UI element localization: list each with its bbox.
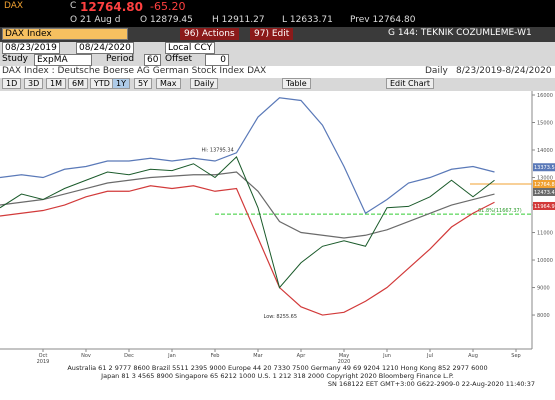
offset-label: Offset xyxy=(165,54,193,64)
study-row: Study ExpMA Period 60 Offset 0 xyxy=(0,54,555,66)
x-tick-label: Apr xyxy=(297,353,307,359)
high: H 12911.27 xyxy=(212,15,265,25)
y-tick-label: 10000 xyxy=(537,258,553,264)
footer-line: Australia 61 2 9777 8600 Brazil 5511 239… xyxy=(67,364,488,372)
x-tick-label: Oct xyxy=(39,353,48,359)
series-line xyxy=(0,185,495,316)
price-tag-label: 13373.53 xyxy=(534,165,555,171)
date-row: 08/23/2019 08/24/2020 Local CCY xyxy=(0,42,555,54)
series-line xyxy=(0,156,495,289)
range-tab[interactable]: 3D xyxy=(24,78,44,89)
info-row: DAX Index : Deutsche Boerse AG German St… xyxy=(0,66,555,78)
x-tick-label: Nov xyxy=(81,353,91,359)
fib-label: 61.8%(11667.37) xyxy=(478,208,522,214)
x-tick-label: May xyxy=(339,353,349,359)
chart: 8000900010000110001200013000140001500016… xyxy=(0,91,555,363)
range-tab[interactable]: Max xyxy=(156,78,181,89)
o-label: O xyxy=(70,15,78,25)
study-label: Study xyxy=(2,54,28,64)
offset[interactable]: 0 xyxy=(205,54,229,66)
plot-background xyxy=(0,91,555,349)
quote-details: O 21 Aug d O 12879.45 H 12911.27 L 12633… xyxy=(0,15,555,27)
x-tick-label: Mar xyxy=(253,353,263,359)
x-tick-label: Sep xyxy=(511,353,520,359)
change: -65.20 xyxy=(150,0,186,13)
price-tag xyxy=(533,179,555,188)
price-tag-label: 12764.80 xyxy=(534,182,555,188)
y-tick-label: 11000 xyxy=(537,231,553,237)
c-label: C xyxy=(70,1,77,11)
frequency-select[interactable]: Daily xyxy=(190,78,219,89)
open: O 12879.45 xyxy=(140,15,193,25)
edit-chart-button[interactable]: Edit Chart xyxy=(386,78,435,89)
footer-line: Japan 81 3 4565 8900 Singapore 65 6212 1… xyxy=(101,372,454,380)
low: L 12633.71 xyxy=(282,15,333,25)
quote-date: 21 Aug d xyxy=(80,15,121,25)
low-annotation: Low: 8255.65 xyxy=(264,314,298,320)
x-tick-label: Jul xyxy=(426,353,433,359)
actions-button[interactable]: 96) Actions xyxy=(180,28,239,40)
currency[interactable]: Local CCY xyxy=(165,42,216,54)
x-tick-label: Jun xyxy=(382,353,391,359)
end-date[interactable]: 08/24/2020 xyxy=(76,42,134,54)
range-tab[interactable]: 1Y xyxy=(112,78,130,89)
period[interactable]: 60 xyxy=(144,54,162,66)
tab-row: Daily Table Edit Chart 1D 3D 1M 6M YTD 1Y 5Y Ma… xyxy=(0,78,555,91)
ticker: DAX xyxy=(4,1,24,11)
description: DAX Index : Deutsche Boerse AG German St… xyxy=(2,66,267,76)
x-tick-label: Dec xyxy=(124,353,134,359)
year-label: 2020 xyxy=(338,359,351,363)
price-tag-label: 11964.93 xyxy=(534,204,555,210)
range-tab[interactable]: YTD xyxy=(90,78,114,89)
start-date[interactable]: 08/23/2019 xyxy=(2,42,60,54)
series-line xyxy=(0,97,495,215)
study-name[interactable]: ExpMA xyxy=(34,54,92,66)
y-tick-label: 9000 xyxy=(537,286,550,292)
table-button[interactable]: Table xyxy=(282,78,311,89)
period-label: Period xyxy=(106,54,135,64)
price-tag-label: 12473.43 xyxy=(534,190,555,196)
quote-line: DAX C 12764.80 -65.20 xyxy=(0,0,555,15)
edit-button[interactable]: 97) Edit xyxy=(250,28,294,40)
y-tick-label: 13000 xyxy=(537,176,553,182)
range-tab[interactable]: 1M xyxy=(46,78,66,89)
x-tick-label: Aug xyxy=(468,353,478,359)
security-input[interactable]: DAX Index xyxy=(2,28,128,40)
x-tick-label: Jan xyxy=(167,353,176,359)
year-label: 2019 xyxy=(37,359,50,363)
range-tab[interactable]: 6M xyxy=(68,78,88,89)
x-tick-label: Feb xyxy=(211,353,220,359)
page-title: G 144: TEKNIK COZUMLEME-W1 xyxy=(388,28,532,38)
range-tab[interactable]: 1D xyxy=(2,78,22,89)
frequency: Daily xyxy=(425,66,448,76)
prev: Prev 12764.80 xyxy=(350,15,416,25)
range-tab[interactable]: 5Y xyxy=(134,78,152,89)
toolbar: DAX Index 96) Actions 97) Edit G 144: TE… xyxy=(0,27,555,42)
footer-line: SN 168122 EET GMT+3:00 G622-2909-0 22-Au… xyxy=(327,380,535,388)
last-price: 12764.80 xyxy=(80,0,144,14)
y-tick-label: 14000 xyxy=(537,148,553,154)
y-tick-label: 16000 xyxy=(537,93,553,99)
hi-annotation: Hi: 13795.34 xyxy=(202,148,234,154)
date-range: 8/23/2019-8/24/2020 xyxy=(456,66,552,76)
y-tick-label: 8000 xyxy=(537,313,550,319)
price-tag xyxy=(533,188,555,197)
y-tick-label: 15000 xyxy=(537,121,553,127)
price-tag xyxy=(533,163,555,172)
price-tag xyxy=(533,201,555,210)
